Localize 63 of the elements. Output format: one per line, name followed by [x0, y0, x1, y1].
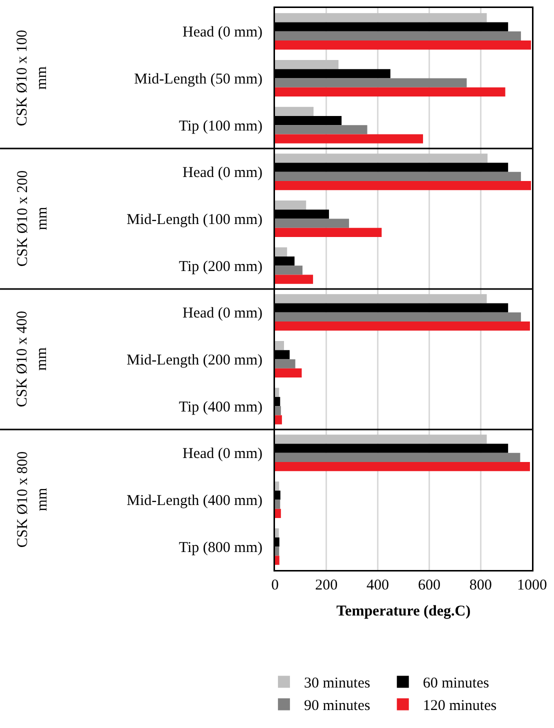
legend-label: 30 minutes [304, 676, 370, 692]
bar [275, 247, 288, 256]
text: CSK Ø10 x 400 mm [14, 310, 50, 408]
bar [275, 388, 280, 397]
bar [275, 134, 424, 144]
y-tick-label: Tip (400 mm) [178, 399, 262, 416]
bar [275, 200, 306, 210]
y-tick-label: Head (0 mm) [182, 446, 262, 462]
text: CSK Ø10 x 100 mm [14, 30, 50, 126]
legend-label: 60 minutes [422, 676, 490, 692]
y-tick-label: Tip (100 mm) [178, 118, 262, 134]
x-tick-label: 1000 [517, 578, 547, 594]
bar [275, 87, 506, 97]
bar [275, 228, 382, 238]
bar [275, 60, 338, 70]
bar [275, 406, 281, 416]
bar [275, 312, 521, 322]
bar [275, 125, 368, 134]
bar [275, 556, 280, 565]
text: CSK Ø10 x 800 mm [15, 451, 51, 548]
bar [275, 274, 314, 284]
y-tick-label: Head (0 mm) [182, 165, 262, 182]
bar [275, 106, 314, 116]
y-tick-label: Tip (800 mm) [178, 540, 262, 556]
bar [275, 181, 531, 190]
y-tick-label: Head (0 mm) [182, 306, 262, 322]
x-tick-label: 400 [366, 578, 390, 594]
y-tick-label: Mid-Length (200 mm) [126, 352, 262, 368]
bar [275, 415, 282, 424]
bar [275, 218, 350, 228]
x-tick-label: 0 [271, 578, 279, 594]
bar [275, 78, 467, 88]
x-tick-label: 200 [315, 578, 338, 594]
bar [275, 508, 281, 518]
bar [275, 322, 530, 331]
bar [275, 481, 280, 491]
bar [275, 13, 487, 22]
bar [275, 154, 488, 163]
bar [275, 528, 279, 538]
x-tick-label: 800 [469, 578, 492, 594]
legend-label: 90 minutes [304, 698, 370, 714]
bar [275, 546, 280, 556]
y-tick-label: Mid-Length (50 mm) [134, 72, 262, 88]
y-tick-label: Head (0 mm) [182, 24, 262, 41]
x-axis-title: Temperature (deg.C) [336, 603, 471, 620]
bar [275, 294, 487, 304]
bar [275, 172, 521, 182]
bar [275, 40, 531, 50]
text: CSK Ø10 x 200 mm [15, 170, 51, 267]
bar [275, 340, 284, 350]
bar [275, 359, 296, 368]
y-tick-label: Mid-Length (100 mm) [126, 212, 262, 228]
bar [275, 368, 302, 378]
y-tick-label: Tip (200 mm) [178, 258, 262, 275]
bar [275, 266, 302, 275]
bar [275, 31, 521, 41]
bar [275, 434, 487, 444]
legend-label: 120 minutes [422, 698, 497, 714]
bar [275, 500, 280, 509]
bar [275, 462, 530, 472]
bar [275, 452, 520, 462]
y-tick-label: Mid-Length (400 mm) [126, 493, 262, 509]
x-tick-label: 600 [418, 578, 440, 594]
